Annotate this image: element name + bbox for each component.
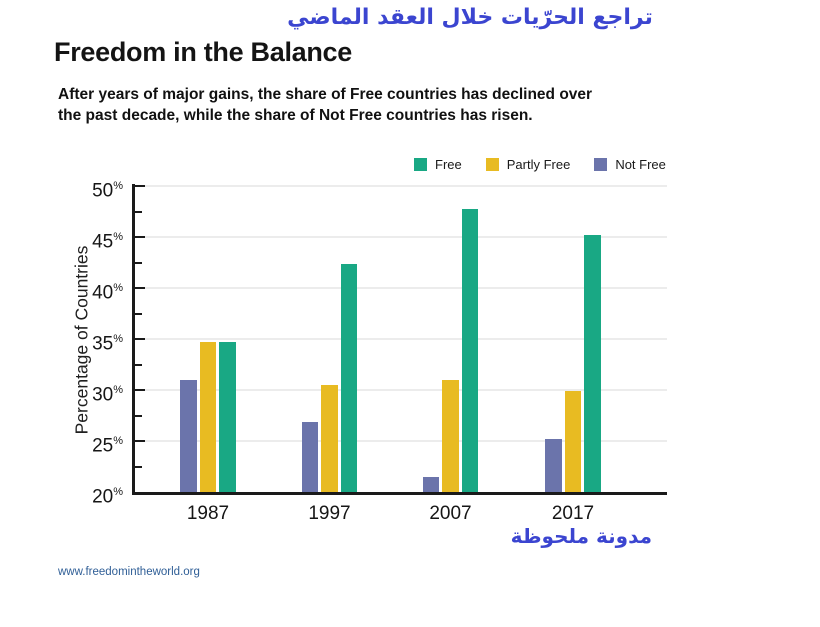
y-tick-50: [135, 184, 145, 188]
bar-1997-not-free: [301, 421, 318, 492]
x-tick-label-1997: 1997: [308, 503, 351, 524]
gridline-45: [135, 236, 667, 238]
y-tick-label-50: 50%: [92, 180, 123, 202]
bar-2017-partly-free: [564, 391, 581, 492]
y-tick-label-45: 45%: [92, 231, 123, 253]
subtitle: After years of major gains, the share of…: [58, 84, 592, 126]
bar-1987-not-free: [180, 379, 197, 492]
y-tick-40: [135, 286, 145, 290]
y-minor-tick-32.5: [135, 363, 142, 366]
bar-1987-free: [219, 342, 236, 492]
bar-2007-not-free: [422, 476, 439, 492]
subtitle-line-1: After years of major gains, the share of…: [58, 86, 593, 103]
x-axis-line: [132, 492, 667, 495]
arabic-annotation-top: تراجع الحرّيات خلال العقد الماضي: [287, 5, 653, 30]
x-tick-label-2017: 2017: [551, 503, 595, 524]
bar-2007-partly-free: [442, 379, 459, 492]
gridline-25: [135, 440, 667, 442]
legend-swatch-free: [414, 158, 427, 171]
page-title: Freedom in the Balance: [54, 37, 352, 67]
bar-1997-partly-free: [321, 384, 338, 492]
chart-legend: Free Partly Free Not Free: [414, 157, 666, 172]
website-url: www.freedomintheworld.org: [58, 566, 200, 578]
legend-swatch-partly-free: [485, 158, 499, 171]
legend-label-partly-free: Partly Free: [506, 157, 571, 172]
bar-2007-free: [461, 209, 478, 492]
y-tick-25: [135, 439, 145, 443]
legend-item-not-free: Not Free: [594, 157, 666, 172]
legend-item-free: Free: [414, 157, 462, 172]
bar-2017-free: [584, 234, 601, 492]
y-tick-35: [135, 337, 145, 341]
gridline-35: [135, 338, 667, 340]
bar-2017-not-free: [545, 438, 562, 492]
y-tick-45: [135, 235, 145, 239]
gridline-30: [135, 389, 667, 391]
y-tick-label-25: 25%: [92, 435, 123, 457]
legend-swatch-not-free: [594, 158, 608, 171]
y-axis-line: [132, 184, 135, 495]
y-minor-tick-37.5: [135, 312, 142, 315]
y-minor-tick-42.5: [135, 261, 142, 264]
y-tick-label-40: 40%: [92, 282, 123, 304]
bar-1987-partly-free: [199, 342, 216, 492]
y-tick-30: [135, 388, 145, 392]
bar-1997-free: [340, 263, 357, 492]
legend-label-free: Free: [435, 157, 462, 172]
y-minor-tick-27.5: [135, 414, 142, 417]
y-minor-tick-47.5: [135, 210, 142, 213]
y-tick-label-20: 20%: [92, 486, 123, 508]
y-tick-label-30: 30%: [92, 384, 123, 406]
x-tick-label-1987: 1987: [186, 503, 230, 524]
y-tick-label-35: 35%: [92, 333, 123, 355]
legend-item-partly-free: Partly Free: [485, 157, 571, 172]
subtitle-line-2: the past decade, while the share of Not …: [58, 107, 533, 124]
gridline-40: [135, 287, 667, 289]
y-minor-tick-22.5: [135, 465, 142, 468]
gridline-50: [135, 185, 667, 187]
x-tick-label-2007: 2007: [429, 503, 472, 524]
arabic-annotation-bottom: مدونة ملحوظة: [510, 524, 652, 548]
legend-label-not-free: Not Free: [615, 157, 666, 172]
